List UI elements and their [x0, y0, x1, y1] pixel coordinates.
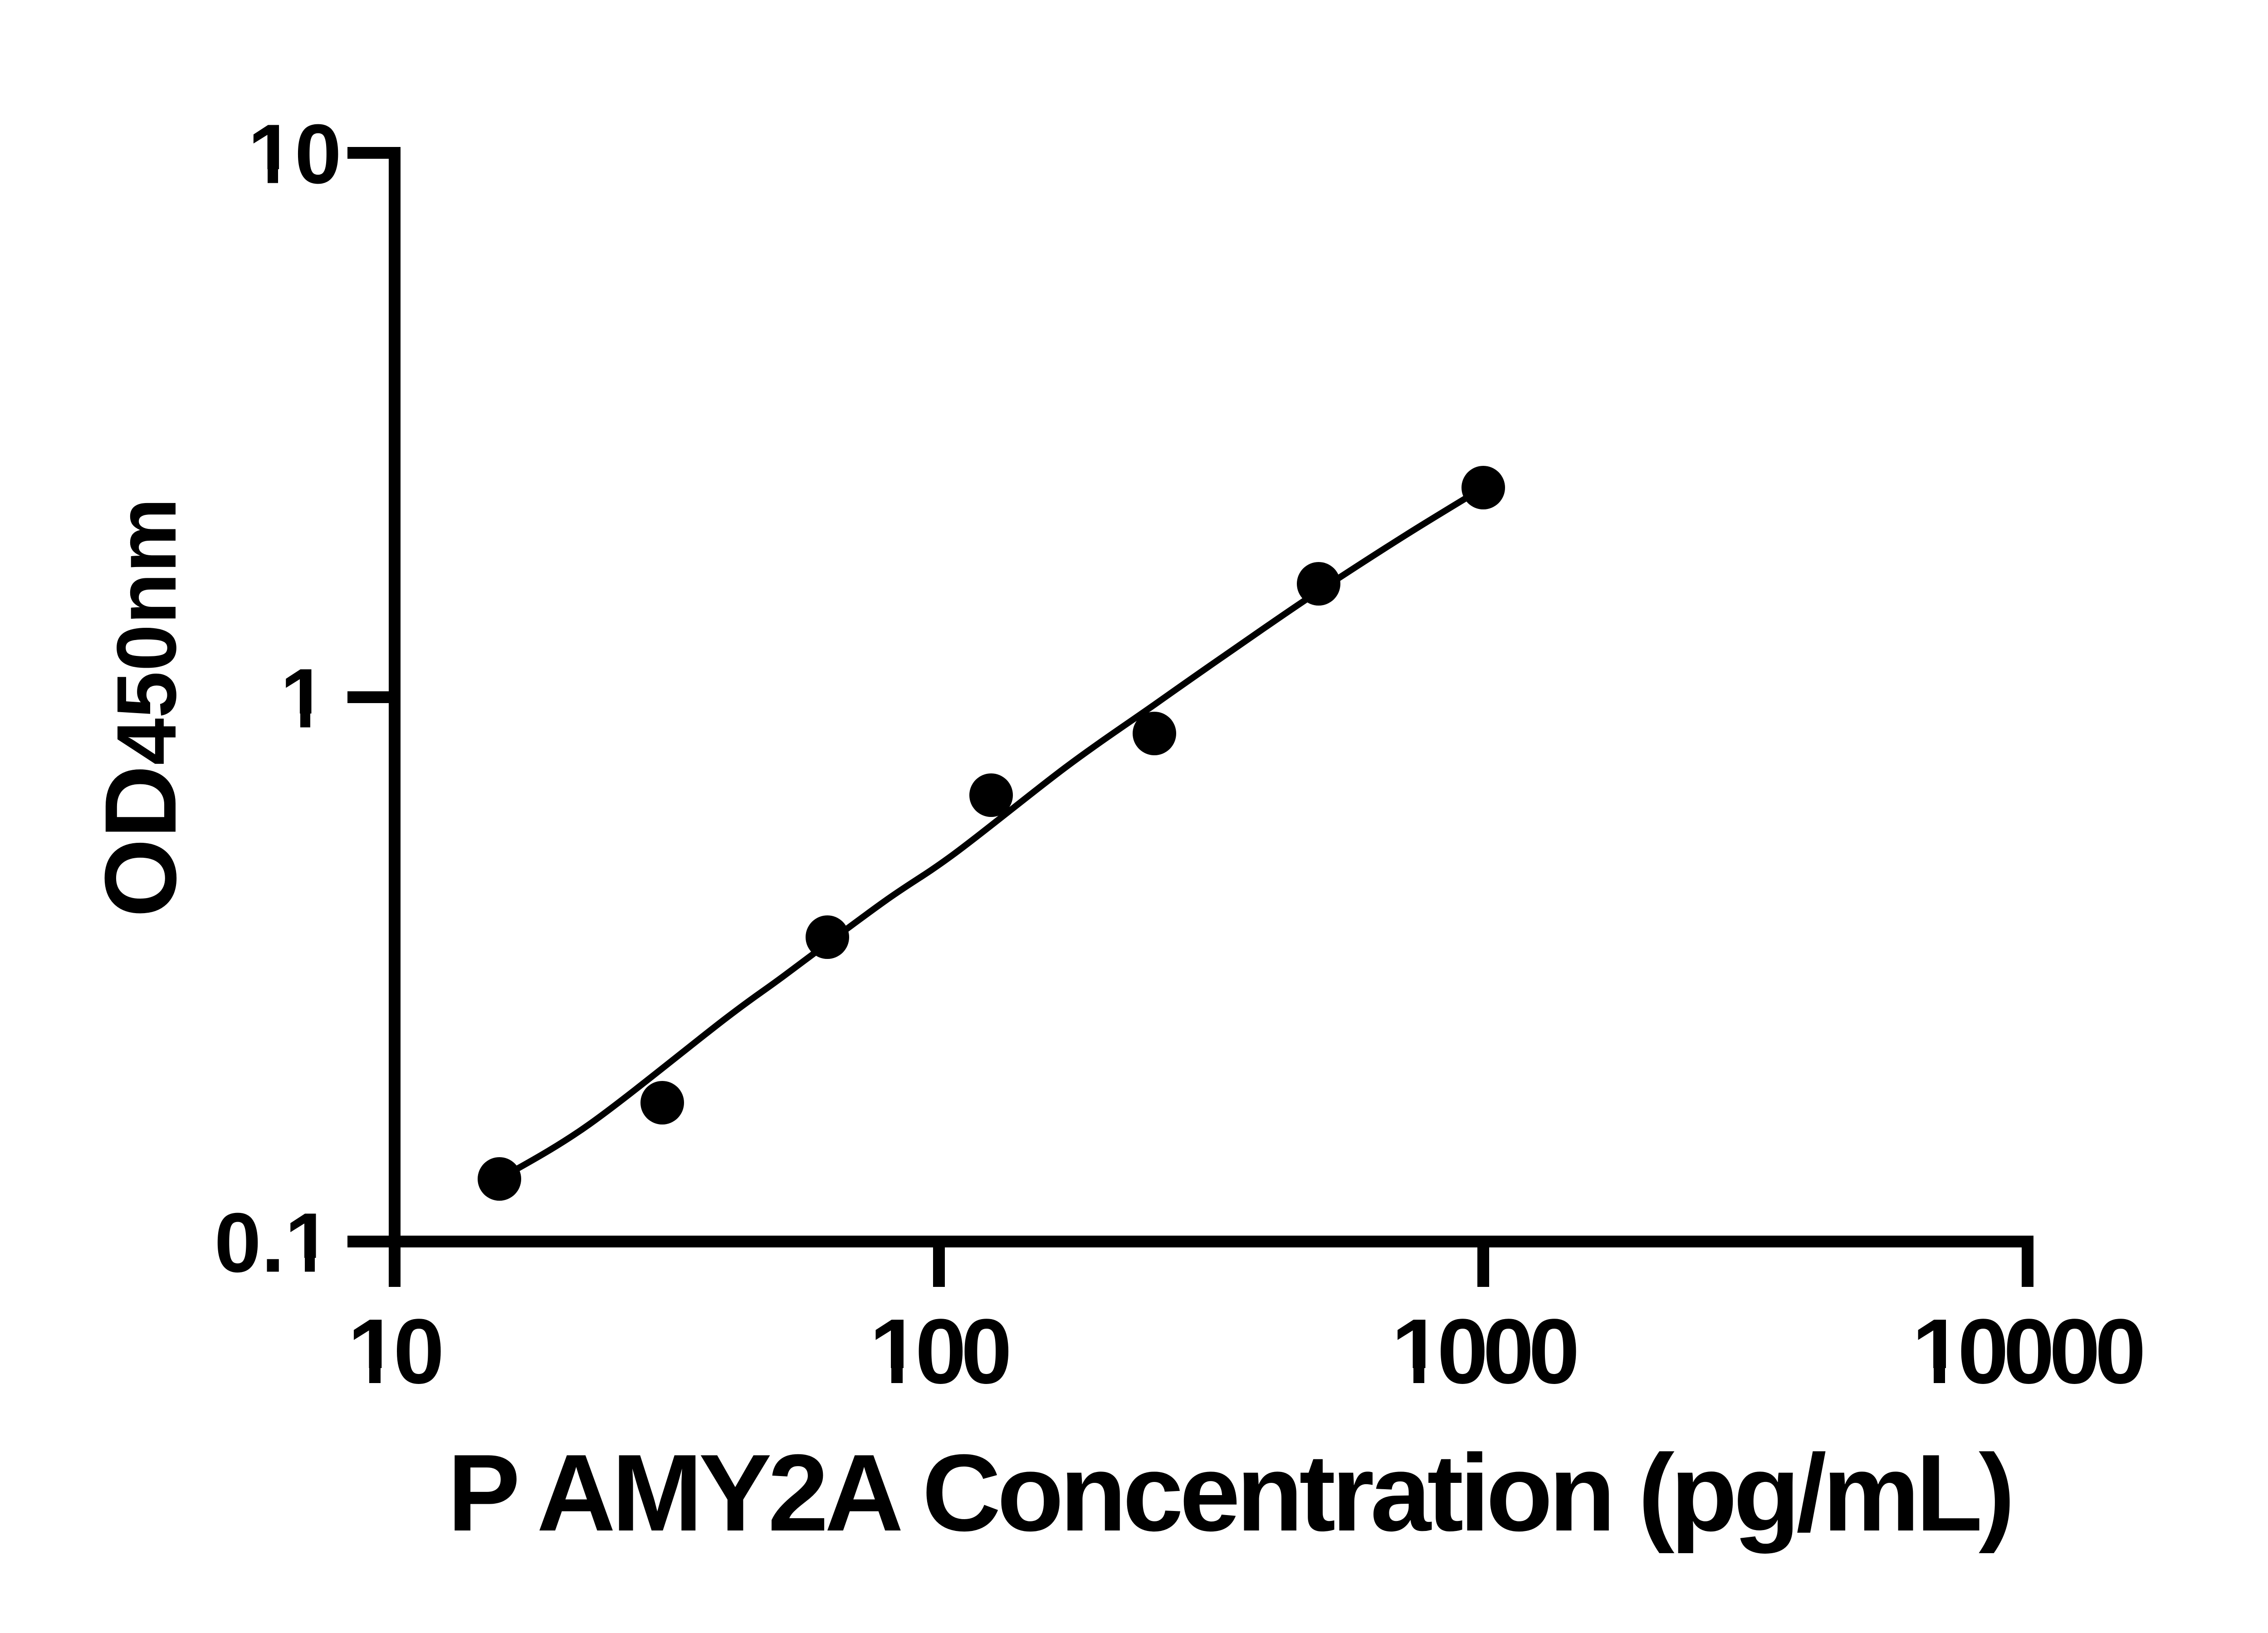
svg-text:0.1: 0.1: [214, 1196, 332, 1290]
svg-text:10: 10: [248, 108, 342, 201]
svg-text:1000: 1000: [1391, 1300, 1576, 1403]
svg-text:10: 10: [347, 1300, 441, 1403]
svg-text:10000: 10000: [1912, 1300, 2143, 1403]
svg-text:100: 100: [870, 1300, 1009, 1403]
svg-text:P AMY2A Concentration (pg/mL): P AMY2A Concentration (pg/mL): [447, 1432, 2011, 1554]
svg-text:1: 1: [280, 652, 327, 746]
svg-text:OD450nm: OD450nm: [84, 498, 197, 917]
